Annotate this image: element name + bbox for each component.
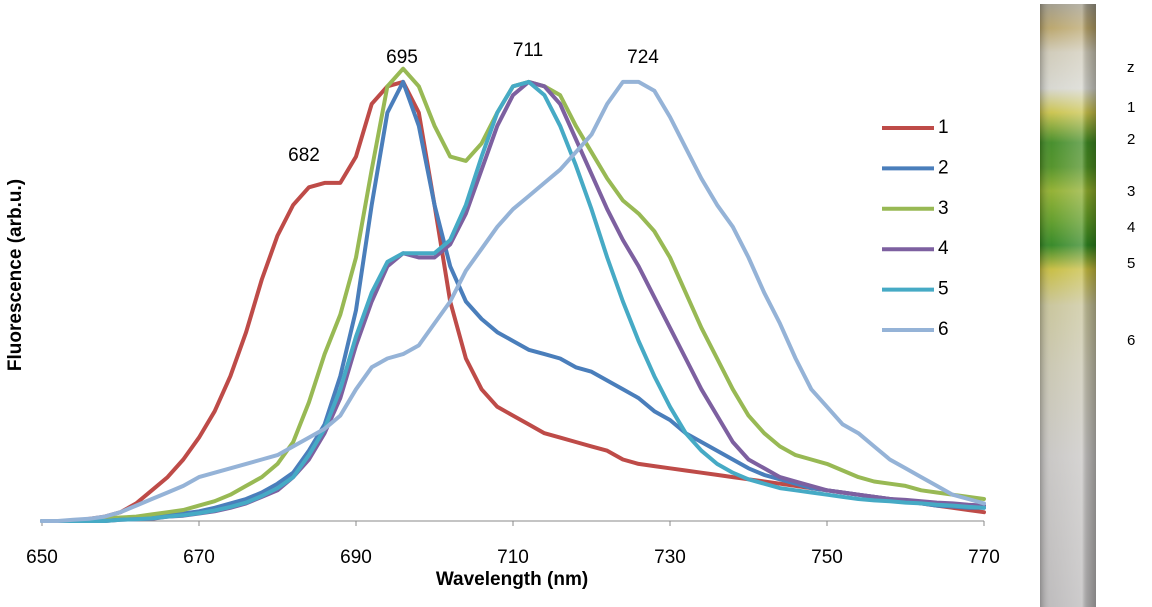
photo-label: 1 (1127, 99, 1135, 116)
x-axis-label: Wavelength (nm) (436, 569, 588, 590)
photo-label: 5 (1127, 255, 1135, 272)
y-axis-label: Fluorescence (arb.u.) (5, 179, 26, 371)
photo-label: 4 (1127, 219, 1135, 236)
legend-label: 3 (938, 198, 949, 219)
series-line (40, 79, 986, 523)
x-tick-label: 650 (26, 547, 58, 568)
photo-label: 6 (1127, 332, 1135, 349)
series-line (40, 79, 986, 523)
legend-label: 2 (938, 157, 949, 178)
series-line (40, 79, 986, 523)
x-tick-label: 770 (968, 547, 1000, 568)
photo-label: 3 (1127, 183, 1135, 200)
photo-label: z (1127, 59, 1135, 76)
x-tick-label: 690 (340, 547, 372, 568)
series-line (40, 79, 986, 523)
peak-annotation: 711 (513, 40, 543, 61)
series-line (40, 79, 986, 523)
legend-label: 6 (938, 319, 949, 340)
x-tick-label: 710 (497, 547, 529, 568)
x-tick-label: 750 (811, 547, 843, 568)
tube-glass (1040, 4, 1096, 607)
photo-label: 2 (1127, 131, 1135, 148)
x-tick-label: 670 (183, 547, 215, 568)
legend-label: 4 (938, 238, 949, 259)
tube-photo (1040, 4, 1096, 607)
series-line (40, 66, 986, 523)
legend-label: 5 (938, 279, 949, 300)
x-tick-label: 730 (654, 547, 686, 568)
peak-annotation: 682 (288, 145, 320, 166)
peak-annotation: 695 (386, 47, 418, 68)
legend-label: 1 (938, 117, 949, 138)
peak-annotation: 724 (627, 47, 659, 68)
